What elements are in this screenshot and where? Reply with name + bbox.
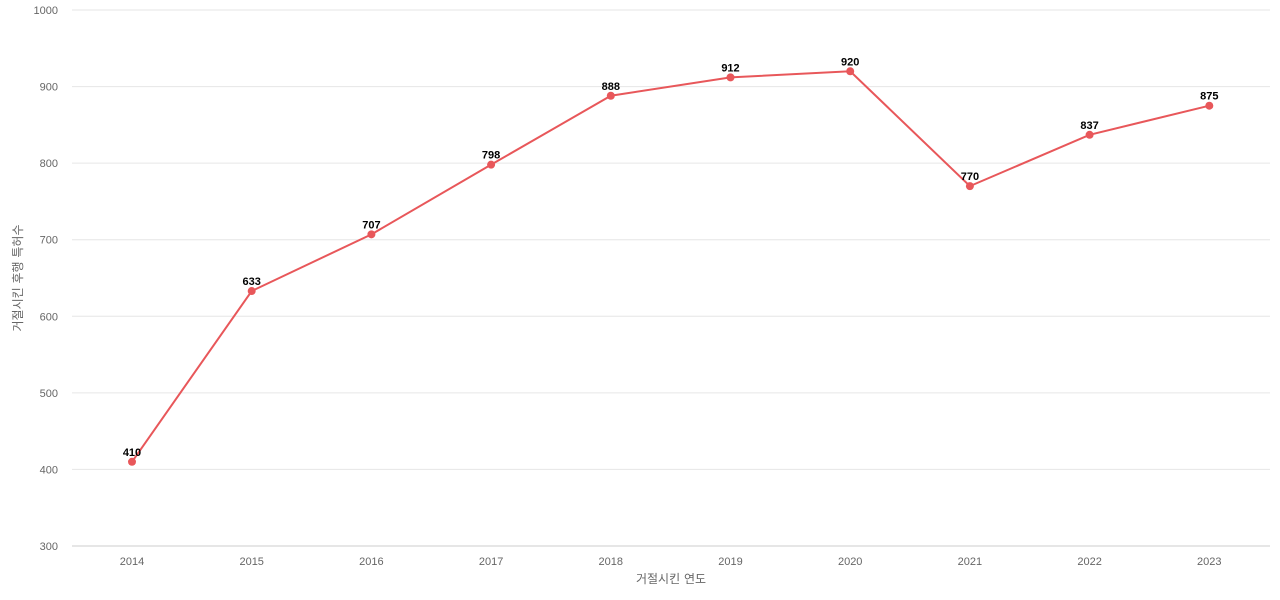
y-axis-title: 거절시킨 후행 특허수 <box>10 225 25 332</box>
data-point <box>247 287 256 296</box>
x-tick-label: 2018 <box>599 556 623 568</box>
y-axis-ticks: 300 400 500 600 700 800 900 1000 <box>34 5 58 553</box>
x-tick-label: 2020 <box>838 556 862 568</box>
data-point <box>367 230 376 239</box>
data-label: 798 <box>482 150 500 162</box>
data-label: 770 <box>961 171 979 183</box>
x-tick-label: 2015 <box>239 556 263 568</box>
data-point <box>846 67 855 76</box>
x-axis-title: 거절시킨 연도 <box>636 572 706 586</box>
data-label: 837 <box>1080 120 1098 132</box>
data-point <box>487 160 496 169</box>
data-point <box>128 457 136 466</box>
data-point <box>606 91 615 100</box>
data-label: 912 <box>721 62 739 74</box>
data-label: 875 <box>1200 91 1218 103</box>
x-tick-label: 2014 <box>120 556 144 568</box>
data-label: 707 <box>362 219 380 231</box>
y-tick-label: 800 <box>40 158 58 170</box>
data-point <box>726 73 735 82</box>
data-points <box>128 67 1214 466</box>
data-point <box>1085 130 1094 139</box>
x-tick-label: 2019 <box>718 556 742 568</box>
y-tick-label: 900 <box>40 82 58 94</box>
x-tick-label: 2023 <box>1197 556 1221 568</box>
data-point <box>1205 101 1214 110</box>
x-axis-ticks: 2014 2015 2016 2017 2018 2019 2020 2021 2022 2023 <box>120 556 1222 568</box>
y-tick-label: 1000 <box>34 5 58 17</box>
x-tick-label: 2022 <box>1077 556 1101 568</box>
x-tick-label: 2017 <box>479 556 503 568</box>
x-tick-label: 2021 <box>958 556 982 568</box>
data-label: 888 <box>602 81 620 93</box>
x-tick-label: 2016 <box>359 556 383 568</box>
data-label: 633 <box>243 276 261 288</box>
gridlines <box>72 9 1270 547</box>
y-tick-label: 700 <box>40 235 58 247</box>
data-label: 410 <box>123 447 141 459</box>
data-point <box>965 182 974 191</box>
data-labels: 410 633 707 798 888 912 920 770 837 875 <box>123 56 1219 459</box>
y-tick-label: 300 <box>40 541 58 553</box>
y-tick-label: 400 <box>40 464 58 476</box>
data-label: 920 <box>841 56 859 68</box>
series-line <box>131 70 1210 463</box>
y-tick-label: 500 <box>40 388 58 400</box>
y-tick-label: 600 <box>40 311 58 323</box>
